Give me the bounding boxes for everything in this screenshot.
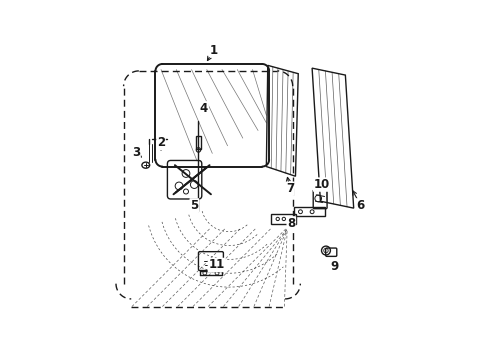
- Text: 10: 10: [314, 178, 330, 191]
- Bar: [196, 136, 201, 149]
- Text: 3: 3: [132, 146, 140, 159]
- Text: 4: 4: [200, 102, 208, 115]
- Text: 8: 8: [287, 217, 295, 230]
- Text: 9: 9: [330, 260, 339, 273]
- Text: 7: 7: [286, 182, 294, 195]
- Text: 2: 2: [157, 136, 165, 149]
- Text: 6: 6: [357, 199, 365, 212]
- Text: 11: 11: [208, 258, 224, 271]
- Text: 5: 5: [190, 199, 198, 212]
- Text: 1: 1: [210, 44, 218, 57]
